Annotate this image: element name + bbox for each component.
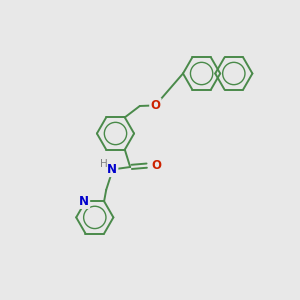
Text: O: O (152, 159, 162, 172)
Text: N: N (79, 195, 89, 208)
Text: O: O (150, 99, 161, 112)
Text: H: H (100, 159, 108, 169)
Text: N: N (107, 163, 117, 176)
